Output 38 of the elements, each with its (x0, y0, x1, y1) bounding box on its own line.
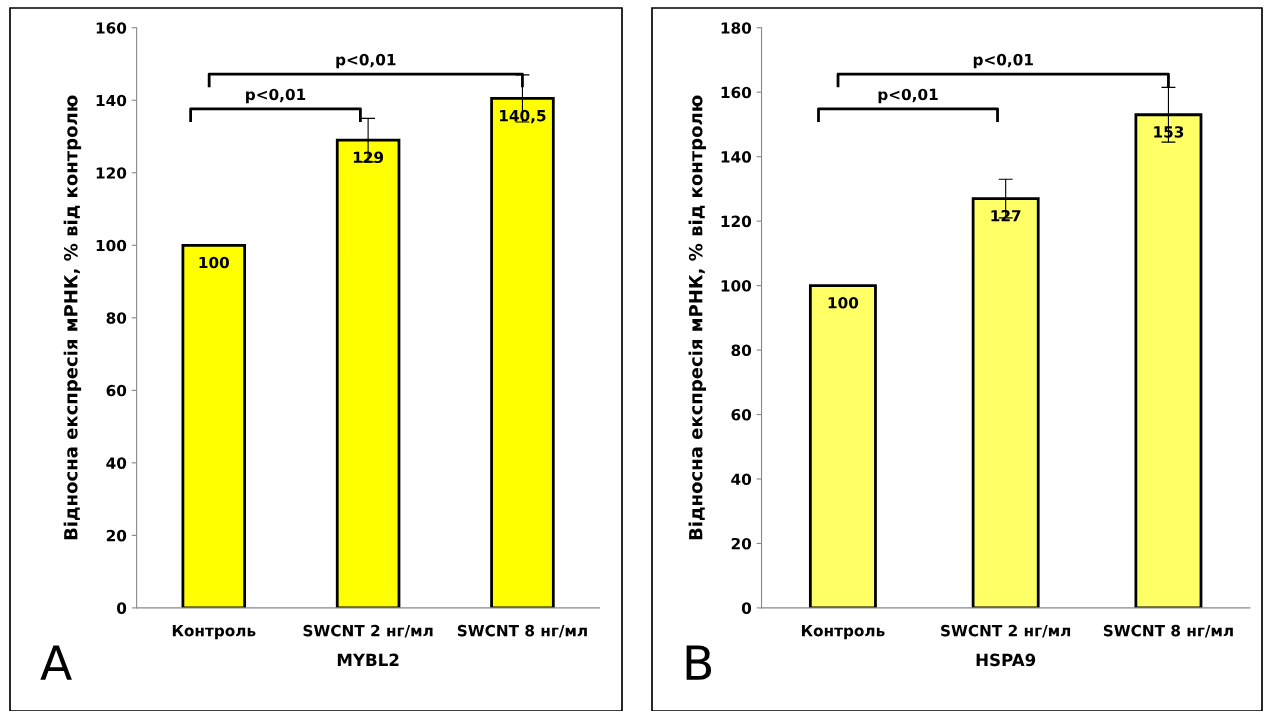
y-tick-label: 60 (106, 384, 127, 397)
y-tick-label: 80 (731, 344, 752, 357)
x-axis-title: MYBL2 (337, 653, 399, 666)
data-label: 127 (991, 209, 1021, 222)
y-tick-label: 40 (731, 473, 752, 485)
y-tick-label: 0 (741, 602, 752, 614)
y-tick-label: 40 (106, 457, 127, 469)
data-label: 100 (828, 296, 859, 309)
y-tick-label: 140 (96, 94, 127, 107)
x-tick-label: SWCNT 2 нг/мл (303, 624, 433, 638)
y-tick-label: 0 (117, 602, 127, 614)
text: B (686, 645, 712, 680)
y-tick-label: 160 (96, 22, 127, 34)
data-label: 100 (199, 256, 229, 269)
annotation: p<0,01 (246, 88, 306, 104)
text: A (40, 645, 72, 680)
y-tick-label: 80 (106, 312, 127, 324)
y-tick-label: 20 (731, 537, 752, 550)
annotation: p<0,01 (336, 53, 396, 69)
x-axis-title: HSPA9 (976, 653, 1036, 667)
y-tick-label: 180 (721, 22, 752, 34)
y-tick-label: 100 (96, 239, 127, 252)
y-tick-label: 20 (106, 529, 127, 542)
x-tick-label: SWCNT 2 нг/мл (941, 624, 1071, 638)
x-tick-label: Контроль (801, 625, 885, 640)
x-tick-label: Контроль (172, 625, 256, 640)
x-tick-label: SWCNT 8 нг/мл (457, 624, 587, 638)
y-tick-label: 120 (721, 215, 752, 228)
y-tick-label: 60 (731, 408, 752, 421)
annotation: p<0,01 (878, 88, 938, 104)
y-tick-label: 160 (721, 86, 752, 99)
y-tick-label: 120 (96, 167, 127, 179)
x-tick-label: SWCNT 8 нг/мл (1103, 624, 1233, 638)
y-axis-title: Відносна експресія мРНК, % від контролю (688, 95, 707, 540)
annotation: p<0,01 (973, 53, 1033, 69)
y-tick-label: 140 (721, 151, 752, 163)
y-axis-title: Відносна експресія мРНК, % від контролю (63, 95, 82, 540)
y-tick-label: 100 (721, 280, 752, 292)
